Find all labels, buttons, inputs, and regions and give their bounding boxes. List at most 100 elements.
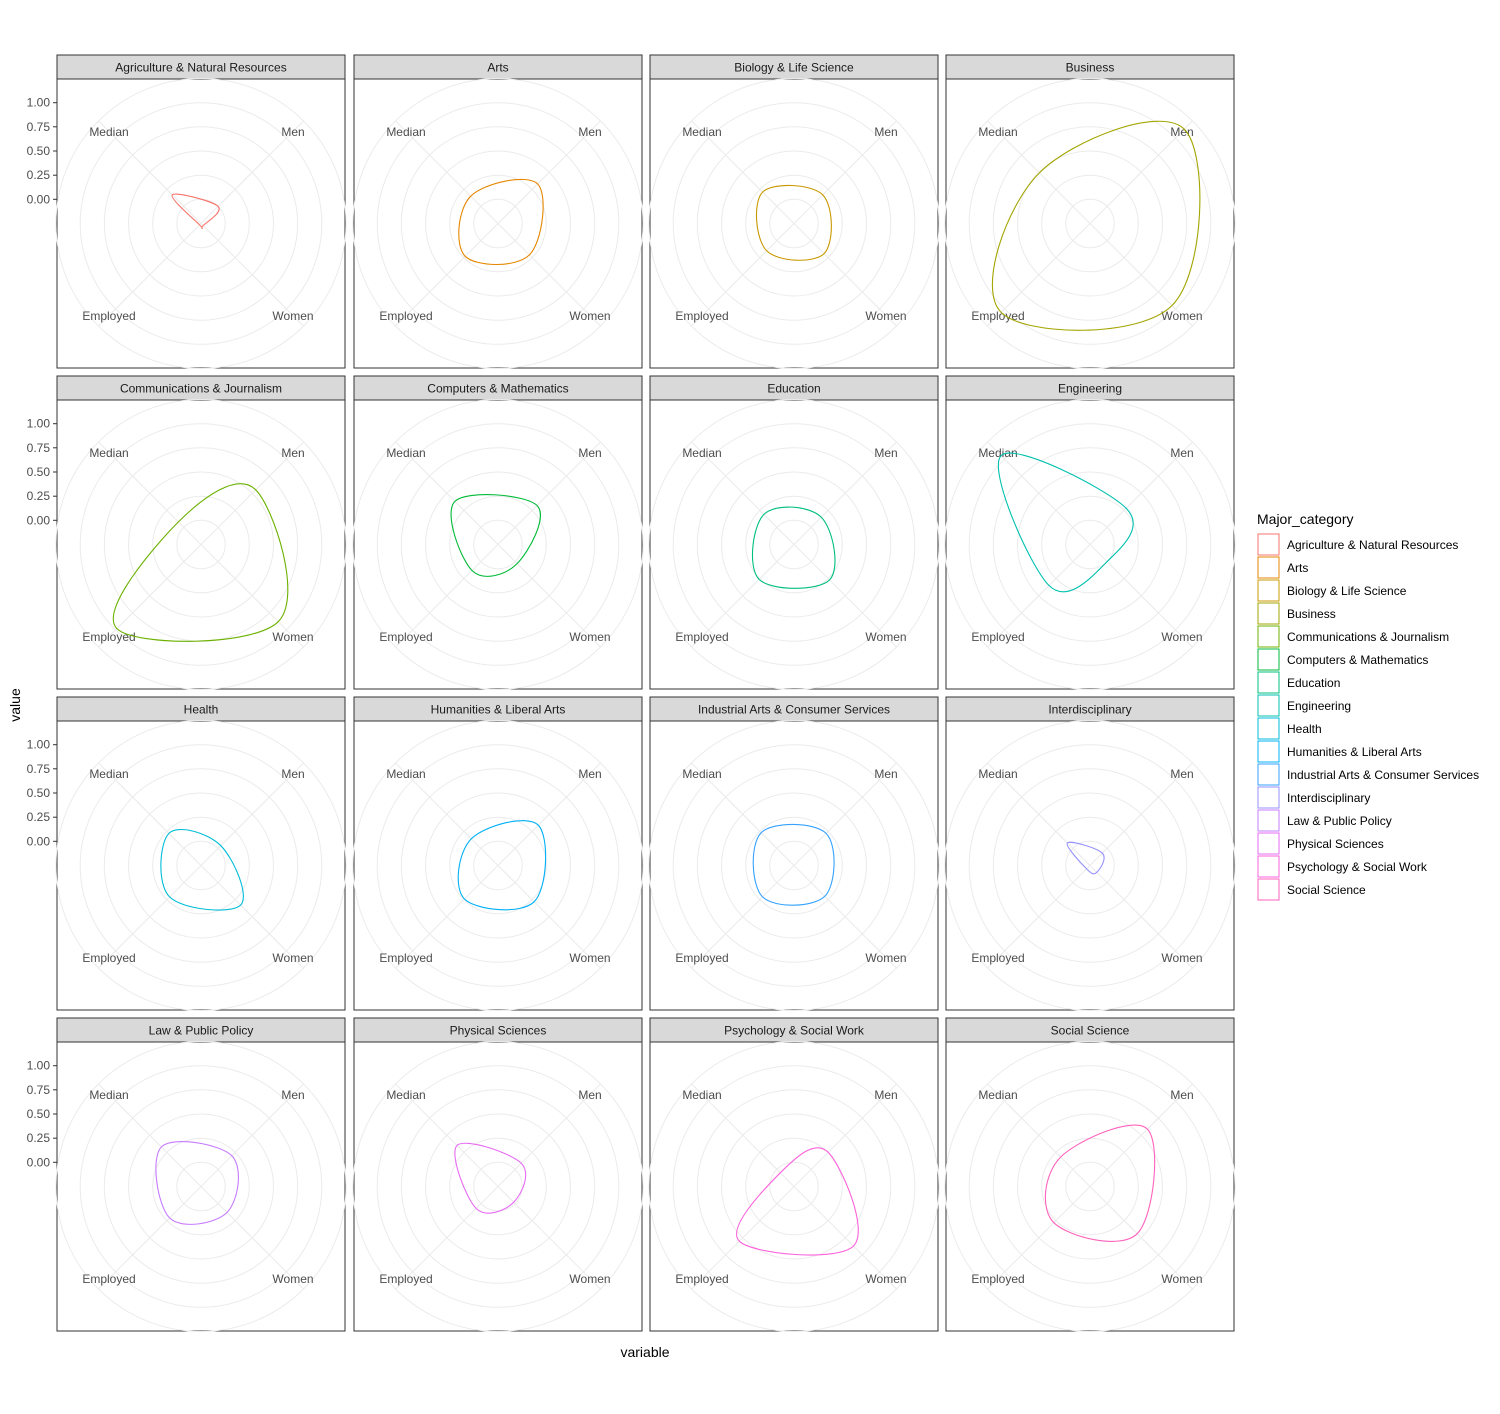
grid-circle [473,198,523,249]
facet-strip-label: Business [1066,61,1115,75]
y-axis-title: value [7,688,23,722]
grid-circle [473,1161,523,1212]
grid-circle [449,174,547,273]
legend-title: Major_category [1257,511,1354,527]
legend-key-psychology-and-social-work [1257,855,1280,878]
facet-panel-psychology-and-social-work: Psychology & Social Work Median Men Women Em… [648,1017,940,1332]
grid-circle [352,1041,644,1332]
series-line-social-science [1044,1124,1156,1242]
facet-strip-label: Physical Sciences [450,1024,547,1038]
axis-label-women: Women [272,1272,313,1286]
axis-label-median: Median [89,446,128,460]
facet-strip-label: Computers & Mathematics [427,382,568,396]
axis-label-women: Women [1161,951,1202,965]
grid-circle [968,1065,1212,1308]
grid-circle [968,102,1212,345]
grid-circle [672,744,916,987]
grid-circle [473,519,523,570]
grid-circle [672,102,916,345]
grid-circle [992,768,1188,963]
facet-panels: Agriculture & Natural Resources Median Men… [27,54,1236,1332]
grid-circle [449,495,547,594]
grid-spoke [497,441,601,545]
axis-label-women: Women [569,1272,610,1286]
facet-strip [56,375,346,401]
grid-spoke [497,223,601,327]
grid-spoke [395,120,499,224]
axis-label-median: Median [89,125,128,139]
facet-strip [353,375,643,401]
axis-label-employed: Employed [82,630,135,644]
grid-circle [769,198,819,249]
axis-label-women: Women [1161,309,1202,323]
axis-label-median: Median [978,767,1017,781]
facet-strip-label: Arts [487,61,508,75]
grid-spoke [200,865,304,969]
series-line-biology-and-life-science [755,184,832,261]
grid-circle [1017,1113,1163,1260]
facet-panel-health: Health Median Men Women Employed 1.00 0.75 0.50… [27,696,347,1011]
axis-label-women: Women [1161,1272,1202,1286]
grid-circle [1041,174,1139,273]
legend-key-law-and-public-policy [1257,809,1280,832]
grid-spoke [395,441,499,545]
axis-label-employed: Employed [675,630,728,644]
grid-spoke [987,865,1091,969]
facet-panel-computers-and-mathematics: Computers & Mathematics Median Men Women Emp… [352,375,644,690]
facet-strip-label: Biology & Life Science [734,61,854,75]
grid-spoke [1089,1186,1193,1290]
grid-circle [152,816,250,915]
facet-strip-label: Psychology & Social Work [724,1024,865,1038]
axis-label-men: Men [578,767,601,781]
grid-spoke [98,865,202,969]
grid-circle [400,768,596,963]
grid-circle [944,78,1236,369]
legend-label-social-science: Social Science [1287,883,1366,897]
grid-circle [992,1089,1188,1284]
grid-circle [1065,198,1115,249]
grid-circle [721,471,867,618]
grid-spoke [497,544,601,648]
grid-circle [376,102,620,345]
grid-spoke [793,223,897,327]
axis-label-employed: Employed [971,951,1024,965]
legend-label-business: Business [1287,607,1336,621]
axis-label-employed: Employed [82,951,135,965]
series-line-humanities-and-liberal-arts [457,820,547,911]
legend-label-interdisciplinary: Interdisciplinary [1287,791,1370,805]
x-axis-title: variable [620,1344,669,1360]
legend-key-physical-sciences [1257,832,1280,855]
y-tick-label: 0.50 [27,144,51,158]
grid-circle [176,1161,226,1212]
facet-panel-humanities-and-liberal-arts: Humanities & Liberal Arts Median Men Women E… [352,696,644,1011]
facet-strip-label: Health [184,703,219,717]
series-line-engineering [997,452,1134,593]
grid-spoke [1089,223,1193,327]
grid-circle [769,519,819,570]
y-tick-label: 0.00 [27,834,51,848]
legend-key-agriculture-and-natural-resources [1257,533,1280,556]
grid-circle [721,1113,867,1260]
facet-strip-label: Industrial Arts & Consumer Services [698,703,890,717]
legend-key-industrial-arts-and-consumer-services [1257,763,1280,786]
axis-label-men: Men [578,1088,601,1102]
facet-strip [649,1017,939,1043]
grid-spoke [987,762,1091,866]
grid-circle [376,1065,620,1308]
facet-strip-label: Humanities & Liberal Arts [431,703,566,717]
facet-panel-engineering: Engineering Median Men Women Employed [944,375,1236,690]
legend-label-computers-and-mathematics: Computers & Mathematics [1287,653,1428,667]
grid-circle [103,126,299,321]
grid-circle [696,126,892,321]
y-tick-label: 0.75 [27,762,51,776]
legend-key-interdisciplinary [1257,786,1280,809]
series-line-physical-sciences [454,1142,527,1214]
legend-key-computers-and-mathematics [1257,648,1280,671]
grid-spoke [395,762,499,866]
grid-spoke [395,1186,499,1290]
grid-spoke [987,120,1091,224]
axis-label-median: Median [386,446,425,460]
legend-label-physical-sciences: Physical Sciences [1287,837,1384,851]
facet-panel-interdisciplinary: Interdisciplinary Median Men Women Employed [944,696,1236,1011]
grid-spoke [200,544,304,648]
